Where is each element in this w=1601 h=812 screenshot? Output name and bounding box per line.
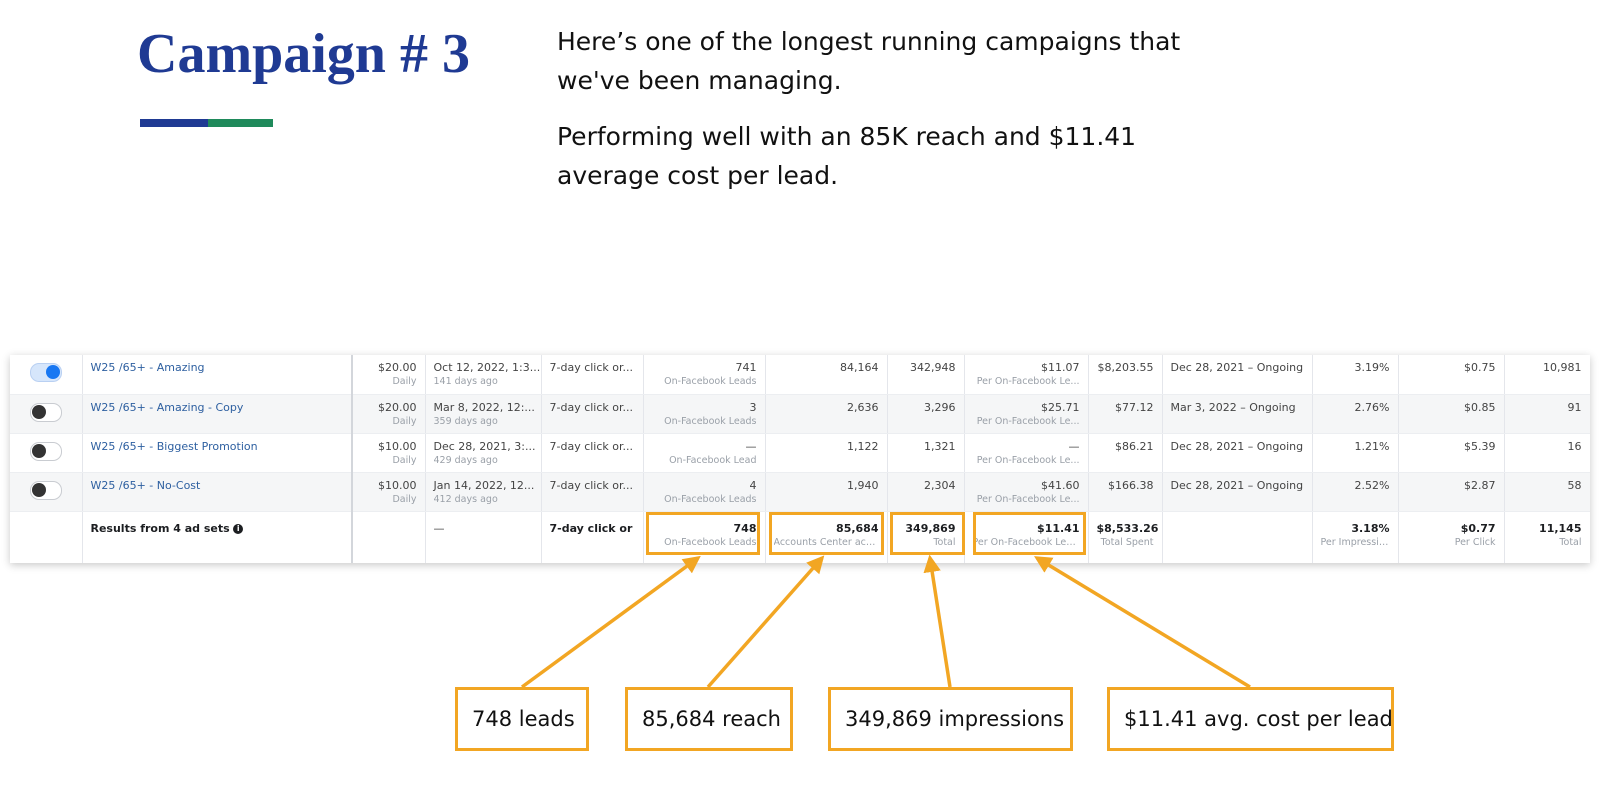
arrow-reach [706, 555, 825, 689]
schedule: Mar 3, 2022 – Ongoing [1170, 400, 1296, 414]
clicks: 58 [1567, 478, 1582, 492]
total-results: 748 [733, 521, 757, 535]
impressions: 1,321 [924, 439, 956, 453]
impressions: 2,304 [924, 478, 956, 492]
schedule: Dec 28, 2021 – Ongoing [1170, 439, 1304, 453]
reach: 1,940 [847, 478, 879, 492]
amount-spent: $77.12 [1115, 400, 1154, 414]
empty-cell [1162, 511, 1313, 563]
toggle-knob [32, 443, 46, 458]
impressions: 342,948 [910, 361, 956, 374]
highlight-leads [646, 512, 760, 555]
last-edit: — [433, 521, 445, 535]
highlight-cost-per-lead [973, 512, 1086, 555]
impressions: 3,296 [924, 400, 956, 414]
amount-spent: $166.38 [1108, 478, 1154, 492]
total-impressions: 349,869 [905, 521, 956, 535]
cpc: $2.87 [1464, 478, 1496, 492]
callout-cost-per-lead: $11.41 avg. cost per lead [1107, 687, 1394, 751]
table-row: W25 /65+ - Amazing - Copy $20.00 Daily Ma… [10, 394, 1590, 434]
ad-sets-table: W25 /65+ - Amazing $20.00 Daily Oct 12, 2… [10, 355, 1590, 563]
results: 741 [735, 361, 757, 374]
reach: 84,164 [840, 361, 879, 374]
title-underline-green [208, 119, 273, 127]
arrow-impressions [923, 554, 952, 688]
toggle-cell [10, 472, 83, 512]
clicks: 10,981 [1543, 361, 1582, 374]
toggle-cell [10, 394, 83, 434]
table-row: W25 /65+ - No-Cost $10.00 Daily Jan 14, 2… [10, 472, 1590, 512]
schedule: Dec 28, 2021 – Ongoing [1170, 478, 1304, 492]
total-clicks: 11,145 [1539, 521, 1582, 535]
budget: $20.00 [378, 400, 417, 414]
total-reach: 85,684 [836, 521, 879, 535]
budget: $10.00 [378, 478, 417, 492]
budget: $20.00 [378, 361, 417, 374]
attribution-setting: 7-day click or... [549, 439, 634, 453]
callout-leads: 748 leads [455, 687, 589, 751]
attribution-setting: 7-day click or... [549, 400, 634, 414]
cost-per-result: — [1068, 439, 1080, 453]
ad-sets-table-screenshot: W25 /65+ - Amazing $20.00 Daily Oct 12, 2… [10, 355, 1590, 563]
reach: 1,122 [847, 439, 879, 453]
attribution-setting: 7-day click or... [549, 478, 634, 492]
toggle-cell [10, 355, 83, 395]
toggle-knob [32, 404, 46, 419]
ad-set-toggle[interactable] [30, 480, 62, 500]
total-cpc: $0.77 [1460, 521, 1496, 535]
total-amount-spent: $8,533.26 [1096, 521, 1159, 535]
ctr: 2.52% [1354, 478, 1390, 492]
callout-reach: 85,684 reach [625, 687, 793, 751]
amount-spent: $86.21 [1115, 439, 1154, 453]
total-cost-per-result: $11.41 [1037, 521, 1080, 535]
last-edit: Dec 28, 2021, 3:... [433, 439, 536, 453]
ctr: 2.76% [1354, 400, 1390, 414]
cost-per-result: $25.71 [1041, 400, 1080, 414]
ad-set-toggle[interactable] [30, 402, 62, 422]
highlight-impressions [890, 512, 965, 555]
reach: 2,636 [847, 400, 879, 414]
arrow-leads [520, 555, 701, 689]
info-icon[interactable]: i [233, 523, 244, 534]
cost-per-result: $41.60 [1041, 478, 1080, 492]
last-edit: Mar 8, 2022, 12:... [433, 400, 535, 414]
toggle-knob [32, 482, 46, 497]
attribution-setting: 7-day click or... [549, 361, 634, 374]
cpc: $0.85 [1464, 400, 1496, 414]
cpc: $0.75 [1464, 361, 1496, 374]
empty-cell [352, 511, 426, 563]
highlight-reach [769, 512, 884, 555]
results: 4 [749, 478, 757, 492]
attribution-setting: 7-day click or [549, 521, 633, 535]
cost-per-result: $11.07 [1041, 361, 1080, 374]
budget: $10.00 [378, 439, 417, 453]
amount-spent: $8,203.55 [1097, 361, 1154, 374]
last-edit: Jan 14, 2022, 12... [433, 478, 535, 492]
ctr: 1.21% [1354, 439, 1390, 453]
table-row: W25 /65+ - Amazing $20.00 Daily Oct 12, 2… [10, 355, 1590, 395]
clicks: 16 [1567, 439, 1582, 453]
slide-title: Campaign # 3 [137, 23, 470, 85]
clicks: 91 [1567, 400, 1582, 414]
ad-set-toggle[interactable] [30, 441, 62, 461]
title-underline-blue [140, 119, 208, 127]
ad-set-toggle[interactable] [30, 363, 62, 382]
results: — [745, 439, 757, 453]
arrow-cost [1034, 556, 1251, 689]
table-row: W25 /65+ - Biggest Promotion $10.00 Daily… [10, 433, 1590, 473]
intro-paragraph: Here’s one of the longest running campai… [557, 27, 1181, 95]
results: 3 [749, 400, 757, 414]
ctr: 3.19% [1354, 361, 1390, 374]
toggle-cell [10, 433, 83, 473]
last-edit: Oct 12, 2022, 1:3... [433, 361, 541, 374]
total-ctr: 3.18% [1351, 521, 1390, 535]
performance-paragraph: Performing well with an 85K reach and $1… [557, 122, 1137, 190]
toggle-knob [46, 365, 60, 379]
schedule: Dec 28, 2021 – Ongoing [1170, 361, 1304, 374]
callout-impressions: 349,869 impressions [828, 687, 1073, 751]
empty-cell [10, 511, 83, 563]
cpc: $5.39 [1464, 439, 1496, 453]
